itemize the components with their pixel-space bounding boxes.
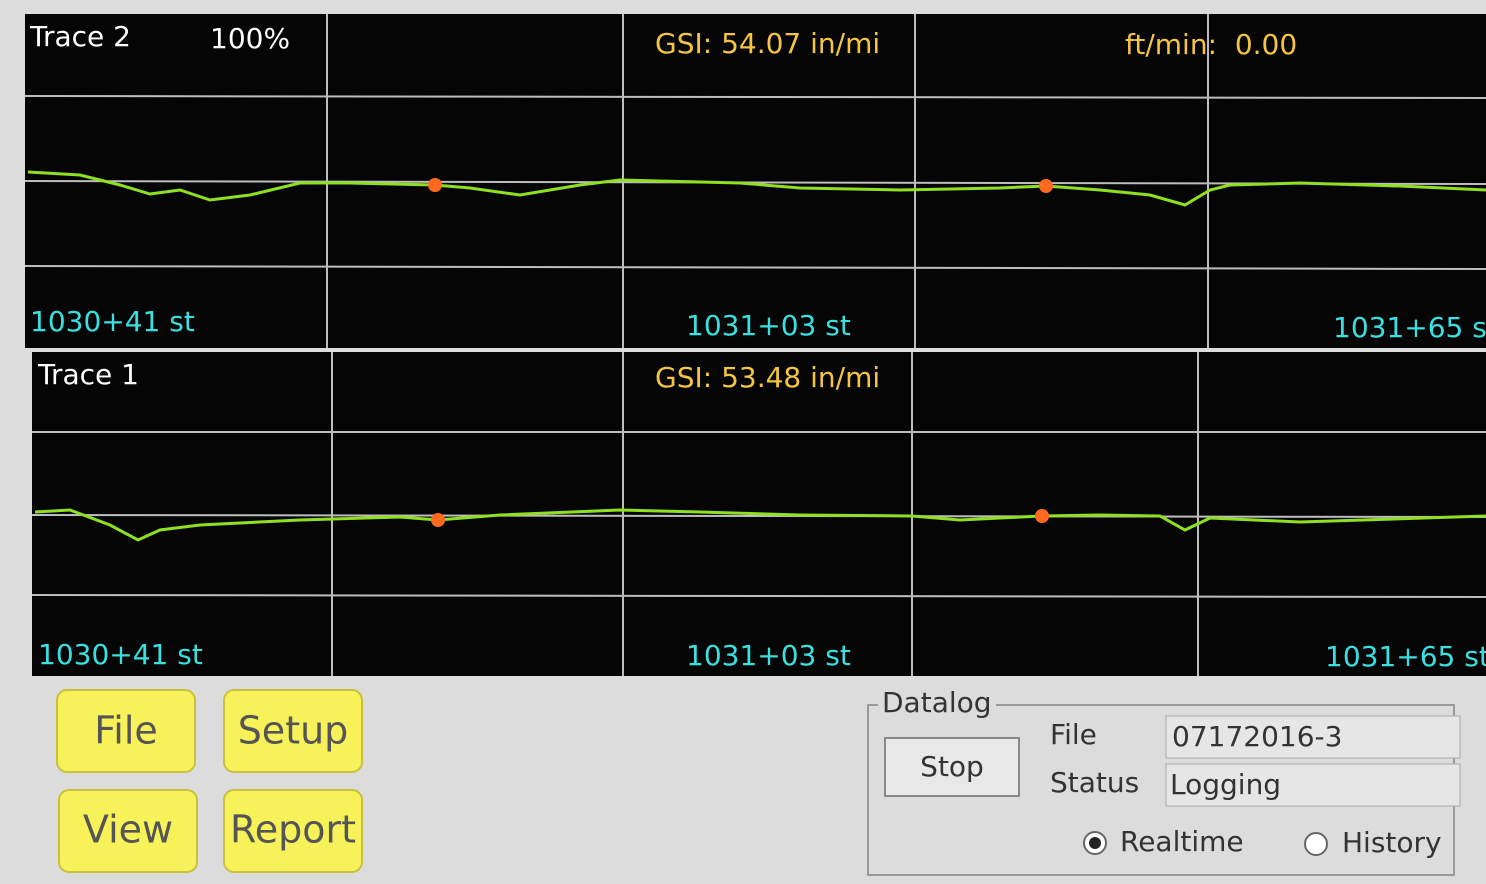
station: 1030+41 st [30,305,195,338]
gsi: GSI: 54.07 in/mi [655,27,880,60]
button-label[interactable]: Setup [238,709,349,753]
trace-title: Trace 2 [29,20,131,53]
gsi: GSI: 53.48 in/mi [655,361,880,394]
view-button[interactable]: View [59,790,197,872]
marker [431,513,445,527]
screen: Trace 2 100% GSI: 54.07 in/mi ft/min: 0.… [0,0,1486,884]
file-value: 07172016-3 [1172,720,1342,753]
button-label[interactable]: Report [230,808,356,852]
datalog-title: Datalog [882,686,992,719]
button-label[interactable]: View [83,808,173,852]
setup-button[interactable]: Setup [224,690,362,772]
trace-title: Trace 1 [37,358,139,391]
zoom: 100% [210,22,290,55]
status-label: Status [1050,766,1139,799]
button-label[interactable]: Stop [920,750,984,783]
marker [1035,509,1049,523]
radio-label[interactable]: Realtime [1120,825,1244,858]
station: 1030+41 st [38,638,203,671]
file-button[interactable]: File [57,690,195,772]
station: 1031+03 st [686,639,851,672]
page: Trace 2 100% GSI: 54.07 in/mi ft/min: 0.… [0,0,1486,884]
stop-button[interactable]: Stop [885,738,1019,796]
radio-label[interactable]: History [1342,826,1442,859]
file-label: File [1050,718,1097,751]
station: 1031+65 st [1325,640,1486,673]
button-label[interactable]: File [94,709,158,753]
station: 1031+03 st [686,309,851,342]
speed: ft/min: 0.00 [1125,28,1297,61]
report-button[interactable]: Report [224,790,362,872]
marker [1039,179,1053,193]
status-value: Logging [1170,768,1281,801]
station: 1031+65 st [1333,311,1486,344]
marker [428,178,442,192]
